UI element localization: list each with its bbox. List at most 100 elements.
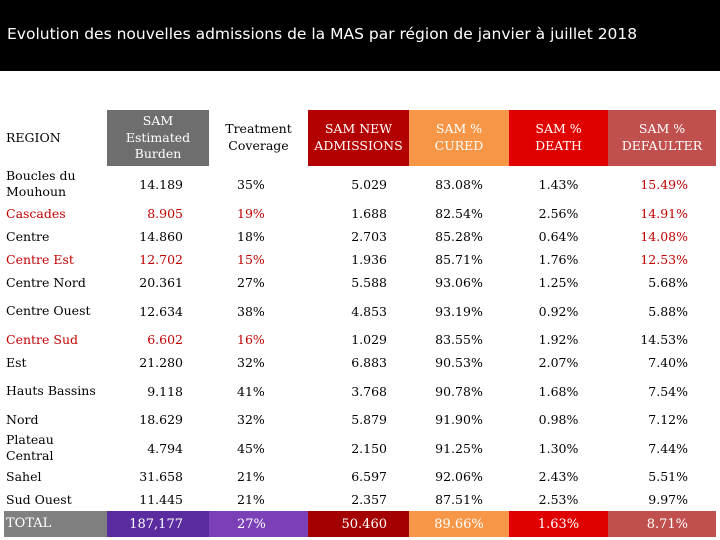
death-cell: 1.92% bbox=[538, 332, 579, 347]
coverage-cell: 21% bbox=[237, 492, 265, 507]
new-admissions-cell: 1.936 bbox=[351, 252, 387, 267]
new-admissions-cell: 5.588 bbox=[351, 275, 387, 290]
cured-cell: 85.28% bbox=[435, 229, 483, 244]
new-admissions-cell: 4.853 bbox=[351, 303, 387, 319]
table-row: Centre 14.860 18% 2.703 85.28% 0.64% 14.… bbox=[4, 225, 716, 248]
cured-cell: 87.51% bbox=[435, 492, 483, 507]
cured-cell: 90.78% bbox=[435, 383, 483, 399]
cured-cell: 91.90% bbox=[435, 412, 483, 427]
defaulter-cell: 15.49% bbox=[640, 176, 688, 192]
defaulter-cell: 5.68% bbox=[648, 275, 688, 290]
table-row: Est 21.280 32% 6.883 90.53% 2.07% 7.40% bbox=[4, 351, 716, 374]
total-coverage: 27% bbox=[209, 511, 308, 537]
header-region: REGION bbox=[6, 129, 61, 145]
total-defaulter: 8.71% bbox=[608, 511, 716, 537]
defaulter-cell: 7.40% bbox=[648, 355, 688, 370]
region-name: Nord bbox=[6, 411, 39, 427]
region-name: Boucles du Mouhoun bbox=[6, 168, 76, 199]
coverage-cell: 32% bbox=[237, 412, 265, 427]
header-new-admissions: SAM NEW ADMISSIONS bbox=[308, 110, 409, 166]
region-name: Centre Est bbox=[6, 251, 74, 267]
header-percent-cured: SAM % CURED bbox=[409, 110, 509, 166]
table-row: Centre Nord 20.361 27% 5.588 93.06% 1.25… bbox=[4, 271, 716, 294]
table-row: Centre Ouest 12.634 38% 4.853 93.19% 0.9… bbox=[4, 294, 716, 328]
coverage-cell: 21% bbox=[237, 469, 265, 484]
new-admissions-cell: 2.357 bbox=[351, 492, 387, 507]
total-death: 1.63% bbox=[509, 511, 608, 537]
defaulter-cell: 12.53% bbox=[640, 252, 688, 267]
new-admissions-cell: 5.879 bbox=[351, 412, 387, 427]
header-percent-death: SAM % DEATH bbox=[509, 110, 608, 166]
table-row: Boucles du Mouhoun 14.189 35% 5.029 83.0… bbox=[4, 166, 716, 202]
table-row: Plateau Central 4.794 45% 2.150 91.25% 1… bbox=[4, 431, 716, 465]
defaulter-cell: 14.53% bbox=[640, 332, 688, 347]
region-name: Est bbox=[6, 354, 27, 370]
death-cell: 1.25% bbox=[538, 275, 579, 290]
estimated-burden-cell: 14.860 bbox=[139, 229, 183, 244]
cured-cell: 93.19% bbox=[435, 303, 483, 319]
cured-cell: 91.25% bbox=[435, 440, 483, 456]
table-row: Sahel 31.658 21% 6.597 92.06% 2.43% 5.51… bbox=[4, 465, 716, 488]
coverage-cell: 18% bbox=[237, 229, 265, 244]
coverage-cell: 45% bbox=[237, 440, 265, 456]
death-cell: 1.30% bbox=[538, 440, 579, 456]
estimated-burden-cell: 6.602 bbox=[147, 332, 183, 347]
coverage-cell: 32% bbox=[237, 355, 265, 370]
table-row: Cascades 8.905 19% 1.688 82.54% 2.56% 14… bbox=[4, 202, 716, 225]
new-admissions-cell: 3.768 bbox=[351, 383, 387, 399]
header-estimated-burden: SAM Estimated Burden bbox=[107, 110, 209, 166]
defaulter-cell: 14.08% bbox=[640, 229, 688, 244]
region-name: Centre Ouest bbox=[6, 303, 91, 319]
estimated-burden-cell: 8.905 bbox=[147, 206, 183, 221]
defaulter-cell: 14.91% bbox=[640, 206, 688, 221]
estimated-burden-cell: 12.702 bbox=[139, 252, 183, 267]
new-admissions-cell: 1.029 bbox=[351, 332, 387, 347]
new-admissions-cell: 1.688 bbox=[351, 206, 387, 221]
total-label: TOTAL bbox=[4, 511, 107, 537]
defaulter-cell: 5.88% bbox=[648, 303, 688, 319]
new-admissions-cell: 6.597 bbox=[351, 469, 387, 484]
estimated-burden-cell: 11.445 bbox=[139, 492, 183, 507]
new-admissions-cell: 2.150 bbox=[351, 440, 387, 456]
estimated-burden-cell: 21.280 bbox=[139, 355, 183, 370]
cured-cell: 90.53% bbox=[435, 355, 483, 370]
coverage-cell: 16% bbox=[237, 332, 265, 347]
total-cured: 89.66% bbox=[409, 511, 509, 537]
estimated-burden-cell: 9.118 bbox=[147, 383, 183, 399]
region-name: Centre Nord bbox=[6, 274, 86, 290]
table-row: Sud Ouest 11.445 21% 2.357 87.51% 2.53% … bbox=[4, 488, 716, 511]
table-row: Nord 18.629 32% 5.879 91.90% 0.98% 7.12% bbox=[4, 408, 716, 431]
region-name: Centre bbox=[6, 228, 50, 244]
death-cell: 1.76% bbox=[538, 252, 579, 267]
defaulter-cell: 7.54% bbox=[648, 383, 688, 399]
header-treatment-coverage: Treatment Coverage bbox=[209, 110, 308, 166]
region-name: Centre Sud bbox=[6, 331, 78, 347]
defaulter-cell: 7.12% bbox=[648, 412, 688, 427]
death-cell: 0.98% bbox=[538, 412, 579, 427]
cured-cell: 83.55% bbox=[435, 332, 483, 347]
total-row: TOTAL 187,177 27% 50.460 89.66% 1.63% 8.… bbox=[4, 511, 716, 537]
cured-cell: 85.71% bbox=[435, 252, 483, 267]
estimated-burden-cell: 31.658 bbox=[139, 469, 183, 484]
death-cell: 1.68% bbox=[538, 383, 579, 399]
estimated-burden-cell: 12.634 bbox=[139, 303, 183, 319]
estimated-burden-cell: 18.629 bbox=[139, 412, 183, 427]
estimated-burden-cell: 4.794 bbox=[147, 440, 183, 456]
coverage-cell: 38% bbox=[237, 303, 265, 319]
defaulter-cell: 5.51% bbox=[648, 469, 688, 484]
region-name: Cascades bbox=[6, 205, 66, 221]
cured-cell: 82.54% bbox=[435, 206, 483, 221]
death-cell: 0.64% bbox=[538, 229, 579, 244]
sam-admissions-table: REGION SAM Estimated Burden Treatment Co… bbox=[4, 110, 716, 537]
total-estimated-burden: 187,177 bbox=[107, 511, 209, 537]
new-admissions-cell: 2.703 bbox=[351, 229, 387, 244]
defaulter-cell: 9.97% bbox=[648, 492, 688, 507]
coverage-cell: 41% bbox=[237, 383, 265, 399]
cured-cell: 83.08% bbox=[435, 176, 483, 192]
table-row: Hauts Bassins 9.118 41% 3.768 90.78% 1.6… bbox=[4, 374, 716, 408]
estimated-burden-cell: 14.189 bbox=[139, 176, 183, 192]
table-header-row: REGION SAM Estimated Burden Treatment Co… bbox=[4, 110, 716, 166]
estimated-burden-cell: 20.361 bbox=[139, 275, 183, 290]
death-cell: 2.43% bbox=[538, 469, 579, 484]
death-cell: 2.56% bbox=[538, 206, 579, 221]
